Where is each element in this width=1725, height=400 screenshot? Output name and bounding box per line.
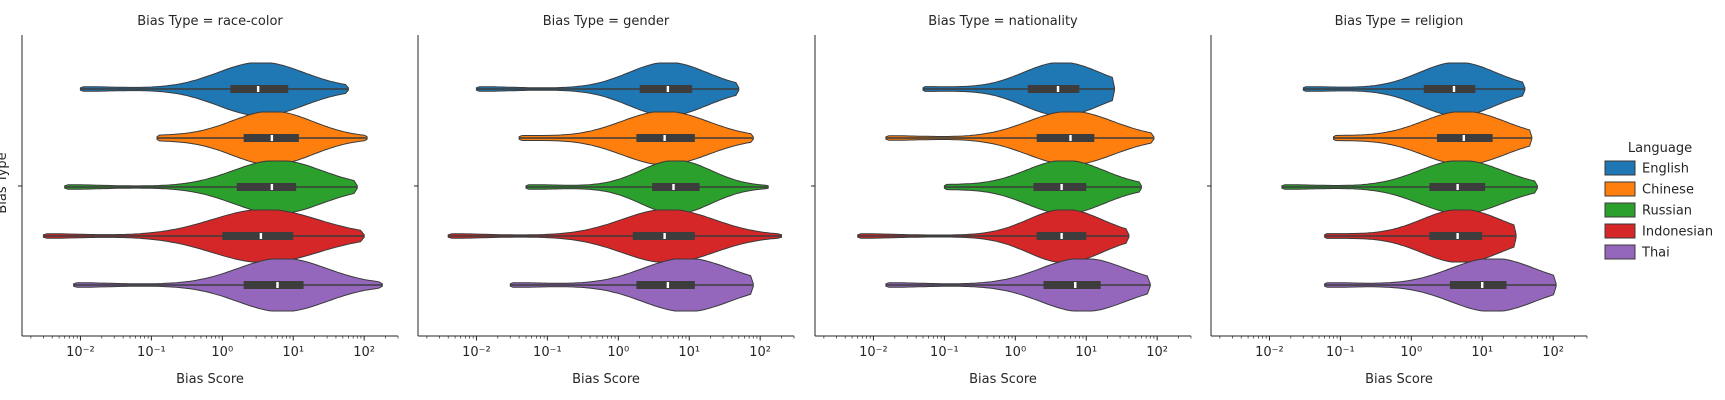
y-axis-label: Bias Type bbox=[0, 152, 10, 213]
median-marker-english bbox=[256, 86, 260, 92]
x-tick-label: 10⁰ bbox=[211, 345, 233, 360]
x-axis-label: Bias Score bbox=[1365, 372, 1433, 387]
x-tick-label: 10⁻¹ bbox=[1326, 345, 1355, 360]
median-marker-indonesian bbox=[663, 233, 666, 239]
iqr-box-thai bbox=[1449, 281, 1507, 289]
legend-title: Language bbox=[1628, 141, 1692, 156]
x-axis-label: Bias Score bbox=[176, 372, 244, 387]
median-marker-english bbox=[1452, 86, 1456, 92]
iqr-box-indonesian bbox=[222, 232, 294, 240]
iqr-box-russian bbox=[1033, 183, 1087, 191]
x-tick-label: 10² bbox=[1542, 345, 1564, 360]
legend-label-thai: Thai bbox=[1641, 246, 1670, 261]
x-tick-label: 10¹ bbox=[1471, 345, 1493, 360]
x-tick-label: 10⁻² bbox=[66, 345, 95, 360]
median-marker-indonesian bbox=[1456, 233, 1459, 239]
facet-title: Bias Type = nationality bbox=[928, 14, 1078, 29]
x-tick-label: 10¹ bbox=[678, 345, 700, 360]
median-marker-thai bbox=[666, 282, 670, 288]
iqr-box-thai bbox=[636, 281, 695, 289]
x-tick-label: 10² bbox=[353, 345, 375, 360]
x-tick-label: 10¹ bbox=[1075, 345, 1097, 360]
facet-4: Bias Type = religion 10⁻² 10⁻¹ 10⁰ 10¹ 10² Bia… bbox=[1207, 14, 1588, 387]
legend-swatch-english bbox=[1604, 160, 1636, 176]
iqr-box-english bbox=[639, 85, 693, 93]
x-tick-label: 10⁰ bbox=[1400, 345, 1422, 360]
median-marker-english bbox=[666, 86, 670, 92]
median-marker-indonesian bbox=[1060, 233, 1063, 239]
legend-swatch-russian bbox=[1604, 202, 1636, 218]
iqr-box-english bbox=[1027, 85, 1080, 93]
median-marker-thai bbox=[276, 282, 279, 288]
median-marker-russian bbox=[1456, 184, 1459, 190]
x-tick-label: 10⁰ bbox=[607, 345, 629, 360]
iqr-box-russian bbox=[652, 183, 700, 191]
x-tick-label: 10¹ bbox=[282, 345, 304, 360]
legend-items: English Chinese Russian Indonesian Thai bbox=[1604, 160, 1713, 261]
legend-swatch-chinese bbox=[1604, 181, 1636, 197]
median-marker-russian bbox=[270, 184, 274, 190]
median-marker-chinese bbox=[1069, 135, 1072, 141]
median-marker-thai bbox=[1481, 282, 1484, 288]
x-tick-label: 10² bbox=[749, 345, 771, 360]
iqr-box-russian bbox=[236, 183, 297, 191]
median-marker-english bbox=[1056, 86, 1060, 92]
x-tick-label: 10⁰ bbox=[1004, 345, 1026, 360]
x-axis-label: Bias Score bbox=[969, 372, 1037, 387]
iqr-box-indonesian bbox=[1429, 232, 1483, 240]
x-tick-label: 10⁻² bbox=[859, 345, 888, 360]
x-axis-label: Bias Score bbox=[572, 372, 640, 387]
facet-1: Bias Type = race-color 10⁻² 10⁻¹ 10⁰ 10¹ 10² B… bbox=[18, 14, 399, 387]
legend-swatch-thai bbox=[1604, 244, 1636, 260]
facet-2: Bias Type = gender 10⁻² 10⁻¹ 10⁰ 10¹ 10² Bias … bbox=[414, 14, 795, 387]
legend-swatch-indonesian bbox=[1604, 223, 1636, 239]
facet-title: Bias Type = race-color bbox=[137, 14, 283, 29]
median-marker-thai bbox=[1074, 282, 1077, 288]
iqr-box-thai bbox=[243, 281, 304, 289]
facet-3: Bias Type = nationality 10⁻² 10⁻¹ 10⁰ 10¹ 10²… bbox=[811, 14, 1192, 387]
facet-title: Bias Type = gender bbox=[543, 14, 670, 29]
x-tick-label: 10² bbox=[1146, 345, 1168, 360]
x-tick-label: 10⁻¹ bbox=[533, 345, 562, 360]
legend-label-chinese: Chinese bbox=[1642, 183, 1694, 198]
median-marker-chinese bbox=[1462, 135, 1466, 141]
median-marker-chinese bbox=[270, 135, 274, 141]
median-marker-chinese bbox=[663, 135, 666, 141]
median-marker-indonesian bbox=[259, 233, 263, 239]
iqr-box-thai bbox=[1043, 281, 1101, 289]
x-tick-label: 10⁻² bbox=[1255, 345, 1284, 360]
facet-title: Bias Type = religion bbox=[1335, 14, 1464, 29]
median-marker-russian bbox=[672, 184, 675, 190]
iqr-box-chinese bbox=[1036, 134, 1095, 142]
x-tick-label: 10⁻¹ bbox=[137, 345, 166, 360]
legend-label-russian: Russian bbox=[1642, 204, 1692, 219]
x-tick-label: 10⁻² bbox=[462, 345, 491, 360]
iqr-box-english bbox=[1423, 85, 1476, 93]
legend: Language English Chinese Russian Indonesian… bbox=[1604, 141, 1713, 261]
legend-label-indonesian: Indonesian bbox=[1642, 225, 1713, 240]
x-tick-label: 10⁻¹ bbox=[930, 345, 959, 360]
median-marker-russian bbox=[1060, 184, 1063, 190]
legend-label-english: English bbox=[1642, 162, 1689, 177]
